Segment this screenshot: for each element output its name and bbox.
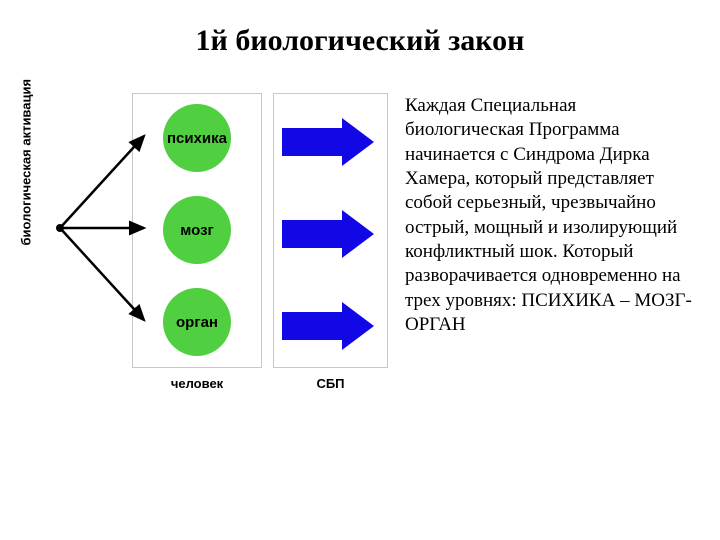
fan-origin-dot (56, 224, 64, 232)
panel-human-label: человек (132, 376, 262, 391)
panel-sbp-label: СБП (273, 376, 388, 391)
blue-arrow-2 (282, 302, 374, 350)
circle-орган: орган (163, 288, 231, 356)
blue-arrow-0 (282, 118, 374, 166)
circle-мозг: мозг (163, 196, 231, 264)
blue-arrow-1 (282, 210, 374, 258)
circle-психика: психика (163, 104, 231, 172)
diagram: биологическая активация психикамозгорган… (20, 88, 390, 418)
page-title: 1й биологический закон (0, 24, 720, 58)
body-text: Каждая Специальная биологическая Програм… (405, 94, 700, 337)
